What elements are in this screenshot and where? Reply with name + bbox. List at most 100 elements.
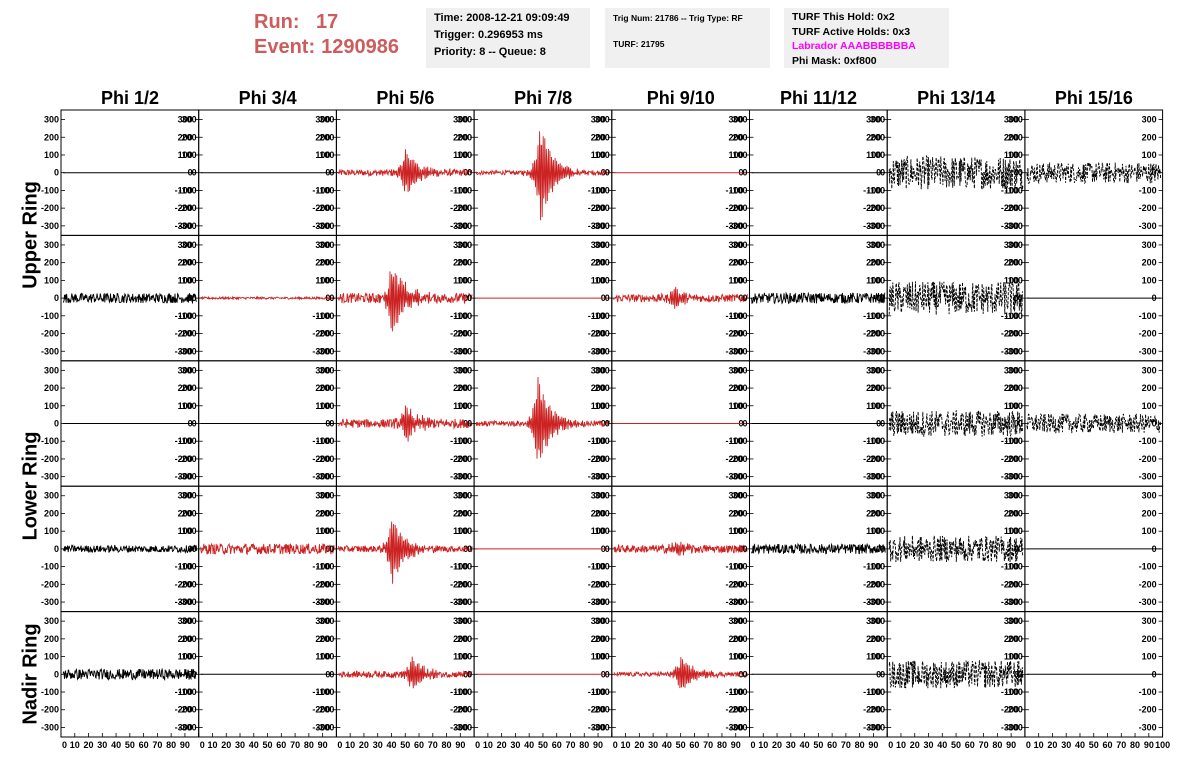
y-tick-label: -100 (1001, 687, 1019, 697)
y-tick-label: 200 (319, 634, 334, 644)
y-tick-label: -200 (312, 203, 330, 213)
y-tick-label: 100 (591, 526, 606, 536)
y-tick-label: 300 (44, 365, 59, 375)
y-tick-label: 300 (732, 365, 747, 375)
y-tick-label: 100 (182, 275, 197, 285)
waveform-trace (200, 295, 335, 301)
y-tick-label: 200 (453, 258, 468, 268)
y-tick-label: 100 (453, 275, 468, 285)
y-tick-label: -300 (179, 597, 197, 607)
x-tick-label: 10 (345, 740, 355, 750)
y-tick-label: 0 (467, 419, 472, 429)
y-tick-label: 0 (329, 293, 334, 303)
x-tick-label: 40 (800, 740, 810, 750)
x-tick-label: 90 (731, 740, 741, 750)
y-tick-label: 0 (192, 293, 197, 303)
y-tick-label: -100 (592, 562, 610, 572)
y-tick-label: -300 (588, 597, 606, 607)
y-tick-label: 100 (1008, 275, 1023, 285)
y-tick-label: -200 (1139, 579, 1157, 589)
y-tick-label: -200 (1005, 203, 1023, 213)
y-tick-label: 100 (319, 401, 334, 411)
y-tick-label: -100 (729, 562, 747, 572)
y-tick-label: -100 (179, 562, 197, 572)
y-tick-label: -300 (863, 472, 881, 482)
y-tick-label: -200 (592, 329, 610, 339)
y-tick-label: -200 (454, 705, 472, 715)
y-tick-label: -300 (450, 472, 468, 482)
y-tick-label: 0 (605, 419, 610, 429)
y-tick-label: -100 (41, 687, 59, 697)
x-tick-label: 10 (896, 740, 906, 750)
y-tick-label: -300 (863, 722, 881, 732)
x-tick-label: 20 (910, 740, 920, 750)
y-tick-label: -200 (588, 579, 606, 589)
x-tick-label: 70 (1116, 740, 1126, 750)
y-tick-label: -100 (592, 687, 610, 697)
y-tick-label: -300 (41, 472, 59, 482)
y-tick-label: 200 (728, 383, 743, 393)
y-tick-label: -100 (454, 311, 472, 321)
y-tick-label: -300 (175, 472, 193, 482)
y-tick-label: -300 (592, 221, 610, 231)
y-tick-label: -100 (175, 311, 193, 321)
x-tick-label: 80 (442, 740, 452, 750)
y-tick-label: -200 (41, 705, 59, 715)
x-tick-label: 60 (965, 740, 975, 750)
y-tick-label: -100 (863, 687, 881, 697)
y-tick-label: 0 (1152, 419, 1157, 429)
y-tick-label: 100 (728, 652, 743, 662)
y-tick-label: 200 (453, 508, 468, 518)
y-tick-label: -200 (450, 203, 468, 213)
y-tick-label: -200 (729, 579, 747, 589)
y-tick-label: -300 (867, 722, 885, 732)
y-tick-label: -200 (1139, 329, 1157, 339)
y-tick-label: -100 (41, 185, 59, 195)
y-tick-label: 300 (315, 616, 330, 626)
waveform-trace (751, 291, 886, 305)
x-tick-label: 80 (992, 740, 1002, 750)
y-tick-label: -200 (316, 705, 334, 715)
y-tick-label: 300 (595, 491, 610, 501)
y-tick-label: -300 (175, 221, 193, 231)
y-tick-label: 0 (880, 544, 885, 554)
y-tick-label: 0 (742, 419, 747, 429)
y-tick-label: -100 (867, 185, 885, 195)
y-tick-label: 0 (54, 293, 59, 303)
y-tick-label: 100 (453, 526, 468, 536)
y-tick-label: -300 (175, 346, 193, 356)
y-tick-label: -100 (450, 562, 468, 572)
x-tick-label: 20 (359, 740, 369, 750)
phi-header: Phi 11/12 (779, 88, 858, 108)
y-tick-label: -100 (592, 311, 610, 321)
y-tick-label: -300 (729, 722, 747, 732)
y-tick-label: -300 (454, 472, 472, 482)
y-tick-label: 200 (44, 383, 59, 393)
y-tick-label: 300 (315, 365, 330, 375)
y-tick-label: -200 (867, 454, 885, 464)
y-tick-label: -100 (316, 687, 334, 697)
y-tick-label: 300 (178, 616, 193, 626)
waveform-trace (62, 544, 198, 555)
y-tick-label: -300 (867, 346, 885, 356)
x-tick-label: 60 (1103, 740, 1113, 750)
x-tick-label: 10 (621, 740, 631, 750)
y-tick-label: -200 (729, 203, 747, 213)
y-tick-label: 200 (732, 132, 747, 142)
y-tick-label: 300 (319, 491, 334, 501)
y-tick-label: 200 (866, 634, 881, 644)
y-tick-label: 300 (457, 240, 472, 250)
phi-header: Phi 9/10 (646, 88, 715, 108)
run-value: 17 (316, 11, 339, 33)
y-tick-label: -200 (450, 705, 468, 715)
y-tick-label: -300 (729, 346, 747, 356)
y-tick-label: -300 (1005, 472, 1023, 482)
y-tick-label: 300 (457, 491, 472, 501)
x-tick-label: 50 (813, 740, 823, 750)
waveform-trace (613, 286, 748, 309)
y-tick-label: 100 (732, 401, 747, 411)
phi-header: Phi 5/6 (376, 88, 435, 108)
y-tick-label: 200 (591, 634, 606, 644)
y-tick-label: -200 (312, 705, 330, 715)
y-tick-label: 100 (866, 652, 881, 662)
